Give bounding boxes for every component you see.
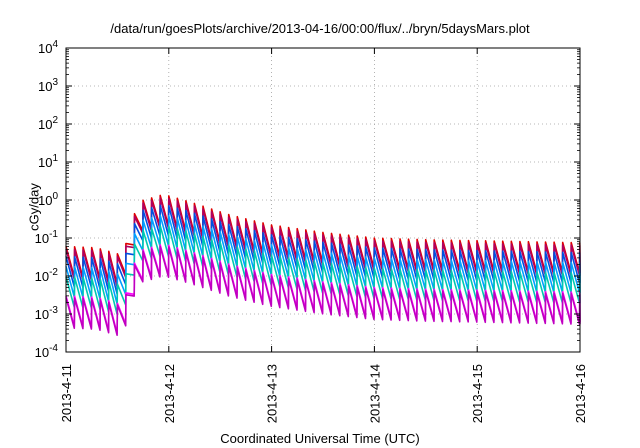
y-tick-label: 103 bbox=[38, 77, 58, 94]
x-tick-label: 2013-4-14 bbox=[367, 364, 382, 423]
x-tick-label: 2013-4-12 bbox=[162, 364, 177, 423]
x-tick-label: 2013-4-16 bbox=[573, 364, 588, 423]
x-tick-label: 2013-4-15 bbox=[470, 364, 485, 423]
y-tick-label: 101 bbox=[38, 153, 58, 170]
series-line-7 bbox=[65, 245, 581, 336]
x-axis-label: Coordinated Universal Time (UTC) bbox=[220, 431, 420, 446]
series-line-4 bbox=[65, 214, 581, 305]
y-tick-label: 10-2 bbox=[35, 267, 59, 284]
y-tick-label: 10-3 bbox=[35, 305, 59, 322]
series-line-3 bbox=[65, 204, 581, 295]
series-line-2 bbox=[65, 197, 581, 288]
y-tick-label: 102 bbox=[38, 115, 58, 132]
chart-title: /data/run/goesPlots/archive/2013-04-16/0… bbox=[110, 21, 530, 36]
y-tick-label: 104 bbox=[38, 39, 58, 56]
x-tick-label: 2013-4-13 bbox=[265, 364, 280, 423]
series-line-5 bbox=[65, 224, 581, 315]
x-tick-label: 2013-4-11 bbox=[59, 364, 74, 422]
y-tick-label: 10-1 bbox=[35, 229, 59, 246]
y-tick-label: 10-4 bbox=[35, 343, 59, 360]
y-tick-label: 100 bbox=[38, 191, 58, 208]
